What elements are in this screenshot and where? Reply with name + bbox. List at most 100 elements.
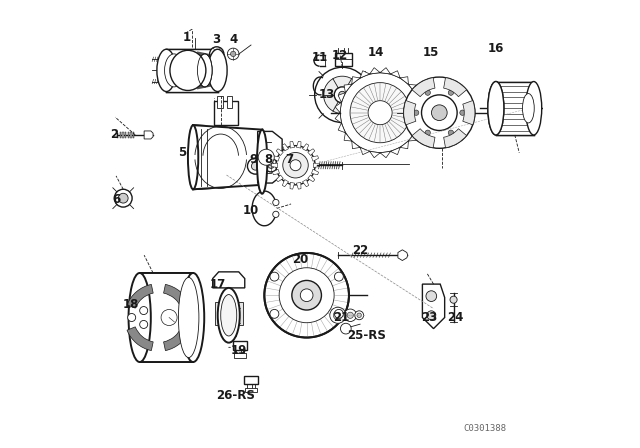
- Ellipse shape: [208, 49, 227, 91]
- Circle shape: [227, 48, 239, 60]
- Circle shape: [344, 309, 356, 322]
- Polygon shape: [276, 175, 284, 182]
- Text: 26-RS: 26-RS: [216, 389, 255, 402]
- Circle shape: [355, 311, 364, 320]
- Polygon shape: [338, 123, 346, 133]
- Polygon shape: [303, 144, 308, 151]
- Circle shape: [335, 310, 343, 318]
- Polygon shape: [415, 123, 422, 133]
- Circle shape: [448, 130, 454, 135]
- Polygon shape: [335, 102, 341, 113]
- Wedge shape: [444, 129, 467, 148]
- Polygon shape: [380, 68, 390, 74]
- Circle shape: [335, 272, 343, 281]
- Ellipse shape: [197, 54, 212, 87]
- Polygon shape: [370, 151, 380, 158]
- Polygon shape: [352, 77, 360, 84]
- Polygon shape: [282, 180, 289, 187]
- Polygon shape: [133, 132, 134, 138]
- Text: 16: 16: [488, 42, 504, 55]
- Circle shape: [258, 149, 275, 165]
- Polygon shape: [408, 84, 416, 93]
- Wedge shape: [127, 284, 153, 308]
- Text: 5: 5: [178, 146, 186, 159]
- Polygon shape: [360, 147, 370, 155]
- Polygon shape: [380, 151, 390, 158]
- Wedge shape: [164, 284, 189, 308]
- Polygon shape: [312, 169, 319, 175]
- Polygon shape: [344, 133, 352, 141]
- Polygon shape: [290, 182, 294, 189]
- Polygon shape: [360, 71, 370, 78]
- Polygon shape: [122, 132, 124, 138]
- Polygon shape: [296, 141, 301, 148]
- Circle shape: [140, 320, 148, 328]
- Polygon shape: [271, 163, 278, 168]
- Polygon shape: [273, 169, 280, 175]
- Circle shape: [140, 306, 148, 314]
- Polygon shape: [338, 93, 346, 102]
- Circle shape: [339, 91, 346, 99]
- Polygon shape: [131, 132, 132, 138]
- Circle shape: [413, 110, 419, 116]
- Text: 14: 14: [367, 46, 384, 59]
- Text: 23: 23: [421, 311, 437, 324]
- Text: 1: 1: [182, 30, 191, 43]
- Polygon shape: [415, 93, 422, 102]
- Polygon shape: [408, 133, 416, 141]
- Polygon shape: [419, 102, 425, 113]
- Circle shape: [347, 312, 353, 319]
- Circle shape: [450, 296, 457, 303]
- Text: 3: 3: [212, 33, 221, 46]
- Circle shape: [357, 313, 362, 318]
- Polygon shape: [308, 149, 315, 155]
- Wedge shape: [404, 100, 416, 125]
- Circle shape: [270, 272, 279, 281]
- Ellipse shape: [179, 277, 199, 358]
- Circle shape: [270, 310, 279, 318]
- Ellipse shape: [488, 82, 504, 135]
- Text: 7: 7: [285, 153, 293, 166]
- Text: 15: 15: [423, 46, 440, 59]
- Text: 12: 12: [332, 49, 348, 62]
- Circle shape: [422, 95, 457, 130]
- Polygon shape: [290, 141, 294, 148]
- Ellipse shape: [218, 288, 240, 343]
- Ellipse shape: [221, 295, 237, 336]
- Polygon shape: [276, 149, 284, 155]
- Bar: [193, 125, 262, 189]
- Circle shape: [127, 314, 136, 322]
- Circle shape: [431, 105, 447, 121]
- Circle shape: [230, 51, 236, 56]
- Circle shape: [118, 193, 128, 203]
- Text: 20: 20: [292, 253, 308, 266]
- Circle shape: [330, 307, 346, 323]
- Circle shape: [276, 146, 315, 185]
- Text: 4: 4: [229, 33, 237, 46]
- Polygon shape: [352, 141, 360, 149]
- Polygon shape: [144, 131, 153, 139]
- Ellipse shape: [164, 54, 184, 87]
- Polygon shape: [344, 84, 352, 93]
- Wedge shape: [463, 100, 475, 125]
- Circle shape: [340, 73, 420, 153]
- Circle shape: [252, 162, 259, 170]
- Circle shape: [340, 323, 351, 334]
- Ellipse shape: [488, 82, 504, 135]
- Ellipse shape: [525, 82, 541, 135]
- Text: 2: 2: [110, 129, 118, 142]
- Polygon shape: [390, 147, 400, 155]
- Wedge shape: [412, 129, 435, 148]
- Bar: [140, 273, 193, 362]
- Circle shape: [248, 158, 264, 174]
- Circle shape: [264, 159, 278, 172]
- Circle shape: [333, 311, 342, 320]
- Polygon shape: [400, 77, 408, 84]
- Polygon shape: [370, 68, 380, 74]
- Wedge shape: [164, 327, 189, 351]
- Bar: [244, 376, 258, 384]
- Ellipse shape: [257, 129, 268, 194]
- Circle shape: [334, 87, 350, 103]
- Text: 13: 13: [319, 88, 335, 101]
- Wedge shape: [412, 78, 435, 97]
